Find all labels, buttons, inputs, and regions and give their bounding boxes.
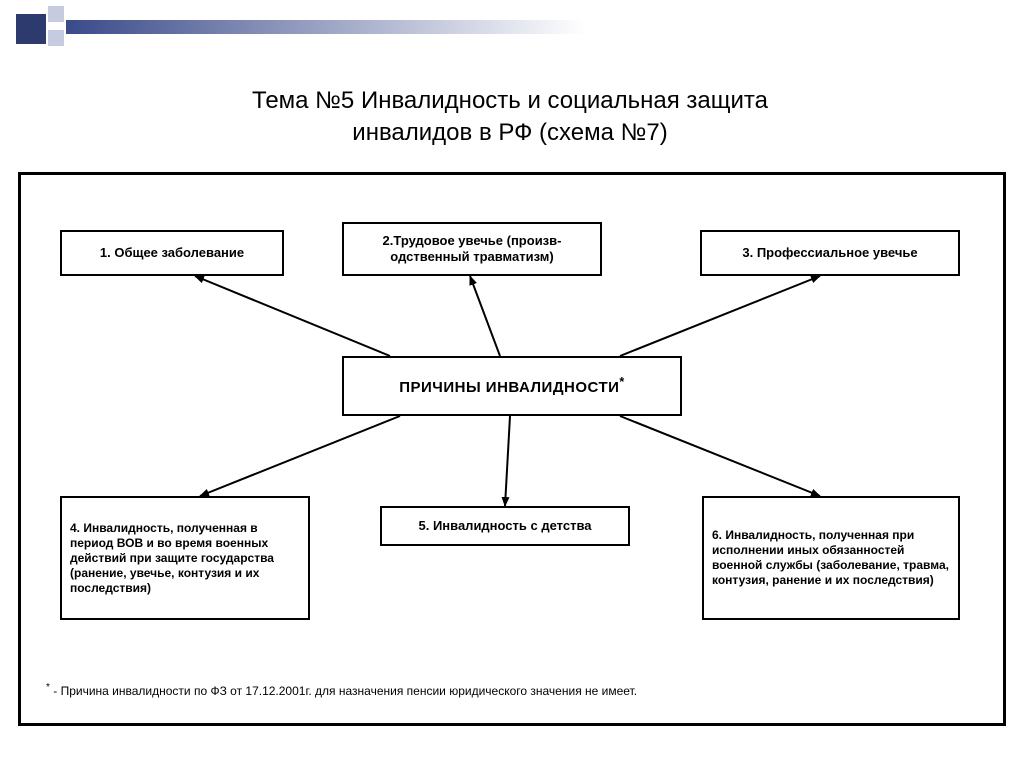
node-n3-text: 3. Профессиальное увечье (742, 245, 917, 261)
center-node-star: * (619, 375, 624, 389)
node-n5-text: 5. Инвалидность с детства (418, 518, 591, 534)
node-n3: 3. Профессиальное увечье (700, 230, 960, 276)
decor-gradient-bar (66, 20, 586, 34)
node-n4: 4. Инвалидность, полученная в период ВОВ… (60, 496, 310, 620)
footnote-text: - Причина инвалидности по ФЗ от 17.12.20… (50, 684, 637, 698)
node-n1: 1. Общее заболевание (60, 230, 284, 276)
node-n4-text: 4. Инвалидность, полученная в период ВОВ… (70, 521, 300, 596)
node-n5: 5. Инвалидность с детства (380, 506, 630, 546)
decor-square-small-2 (48, 30, 64, 46)
slide-stage: Тема №5 Инвалидность и социальная защита… (0, 0, 1024, 768)
decor-square-small-1 (48, 6, 64, 22)
slide-title-line2: инвалидов в РФ (схема №7) (352, 119, 667, 146)
center-node: ПРИЧИНЫ ИНВАЛИДНОСТИ* (342, 356, 682, 416)
node-n2-text: 2.Трудовое увечье (произв-одственный тра… (383, 233, 562, 266)
node-n2: 2.Трудовое увечье (произв-одственный тра… (342, 222, 602, 276)
node-n6: 6. Инвалидность, полученная при исполнен… (702, 496, 960, 620)
slide-title-line1: Тема №5 Инвалидность и социальная защита (252, 87, 768, 114)
center-node-text: ПРИЧИНЫ ИНВАЛИДНОСТИ (399, 379, 619, 396)
footnote: * - Причина инвалидности по ФЗ от 17.12.… (46, 682, 637, 698)
node-n6-text: 6. Инвалидность, полученная при исполнен… (712, 528, 950, 588)
slide-title: Тема №5 Инвалидность и социальная защита… (130, 85, 890, 150)
node-n1-text: 1. Общее заболевание (100, 245, 244, 261)
decor-square-large (16, 14, 46, 44)
